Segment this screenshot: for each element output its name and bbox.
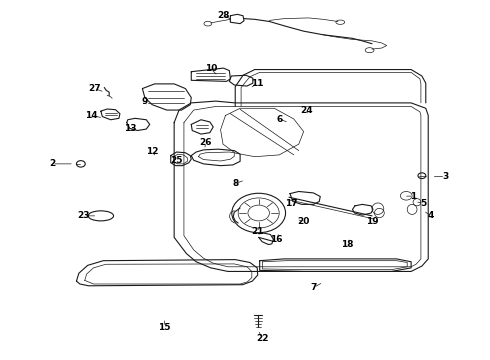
Text: 5: 5 (420, 199, 426, 208)
Text: 19: 19 (366, 217, 378, 226)
Text: 22: 22 (256, 334, 269, 343)
Text: 23: 23 (77, 211, 90, 220)
Text: 25: 25 (171, 156, 183, 165)
Text: 27: 27 (88, 84, 101, 93)
Text: 20: 20 (297, 217, 310, 226)
Text: 28: 28 (217, 10, 229, 19)
Text: 24: 24 (300, 105, 313, 114)
Text: 8: 8 (232, 179, 238, 188)
Text: 18: 18 (342, 240, 354, 249)
Text: 17: 17 (285, 199, 298, 208)
Text: 4: 4 (427, 211, 434, 220)
Text: 26: 26 (199, 138, 212, 147)
Text: 12: 12 (146, 147, 158, 156)
Text: 10: 10 (205, 64, 217, 73)
Text: 21: 21 (251, 228, 264, 237)
Text: 9: 9 (142, 96, 148, 105)
Text: 11: 11 (251, 79, 264, 88)
Text: 7: 7 (310, 283, 317, 292)
Text: 14: 14 (85, 111, 98, 120)
Text: 1: 1 (411, 192, 416, 201)
Text: 3: 3 (442, 172, 448, 181)
Text: 13: 13 (124, 123, 136, 132)
Text: 16: 16 (270, 235, 283, 244)
Text: 15: 15 (158, 323, 171, 332)
Text: 6: 6 (276, 114, 282, 123)
Text: 2: 2 (49, 159, 55, 168)
